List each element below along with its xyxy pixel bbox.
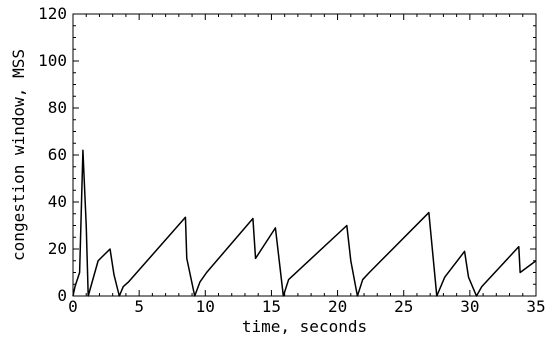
x-tick-label-6: 30 [460,297,479,316]
y-tick-label-6: 120 [38,4,67,23]
axis-ticks [72,13,537,297]
y-axis-title: congestion window, MSS [9,49,28,261]
y-tick-label-3: 60 [48,145,67,164]
y-tick-label-4: 80 [48,98,67,117]
series-line [72,149,537,297]
tick-labels: 0 5 10 15 20 25 30 35 0 20 40 60 80 100 120 [38,4,546,316]
y-tick-label-5: 100 [38,51,67,70]
y-tick-label-0: 0 [57,286,67,305]
x-tick-label-4: 20 [328,297,347,316]
y-tick-label-2: 40 [48,192,67,211]
x-tick-label-5: 25 [394,297,413,316]
y-tick-label-1: 20 [48,239,67,258]
x-tick-label-0: 0 [68,297,78,316]
x-axis-title: time, seconds [242,317,367,336]
x-tick-label-7: 35 [526,297,545,316]
x-tick-label-2: 10 [196,297,215,316]
x-tick-label-3: 15 [262,297,281,316]
x-tick-label-1: 5 [134,297,144,316]
plot-frame [72,13,537,297]
